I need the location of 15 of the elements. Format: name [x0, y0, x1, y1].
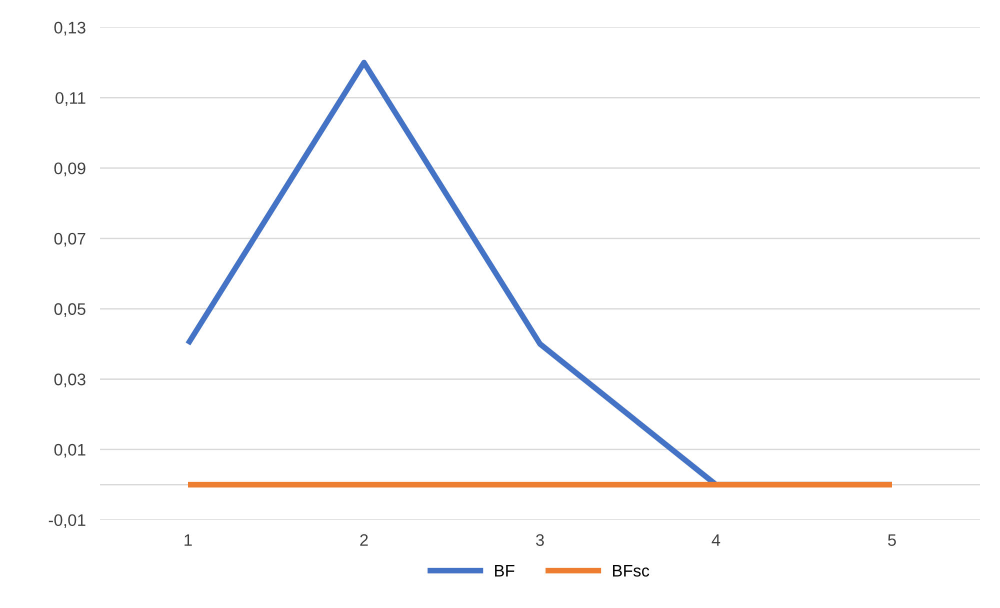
y-tick-label: 0,03: [54, 374, 86, 388]
x-tick-label: 5: [888, 534, 896, 546]
y-tick-label: 0,13: [54, 22, 86, 36]
y-tick-label: 0,11: [56, 92, 86, 106]
legend-label: BFsc: [613, 565, 650, 577]
y-tick-label: 0,09: [54, 162, 86, 176]
y-tick-label: -0,01: [48, 514, 86, 528]
y-tick-label: 0,01: [54, 444, 86, 458]
y-tick-label: 0,05: [54, 303, 86, 317]
legend-label: BF: [495, 565, 514, 576]
x-tick-label: 3: [536, 534, 544, 546]
y-tick-label: 0,07: [54, 232, 86, 247]
x-tick-label: 4: [712, 534, 720, 546]
x-tick-label: 1: [184, 534, 192, 546]
x-tick-label: 2: [360, 534, 368, 546]
